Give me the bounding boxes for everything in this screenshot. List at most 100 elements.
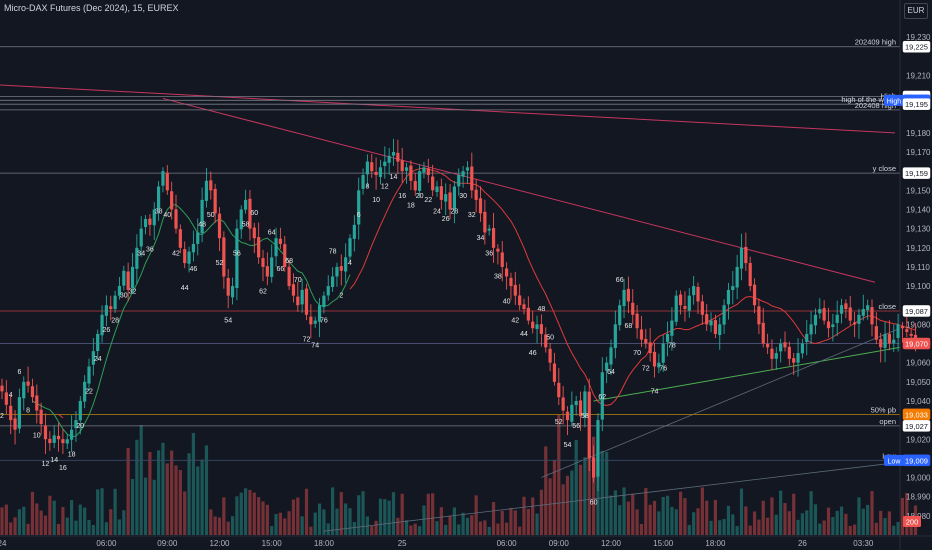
candle-body bbox=[509, 277, 513, 287]
bar-count-label: 72 bbox=[303, 337, 311, 344]
trendline-descending bbox=[162, 97, 876, 283]
candle-body bbox=[452, 186, 456, 209]
candle-body bbox=[96, 333, 100, 352]
candle-body bbox=[739, 247, 744, 269]
volume-bar bbox=[135, 439, 139, 535]
bar-count-label: 2 bbox=[339, 293, 343, 300]
candle-body bbox=[752, 284, 757, 306]
volume-bar bbox=[870, 490, 874, 535]
time-tick-label: 06:00 bbox=[497, 539, 518, 548]
candle-body bbox=[474, 189, 478, 200]
bar-count-label: 74 bbox=[311, 342, 319, 349]
candle-body bbox=[326, 286, 330, 296]
volume-bar bbox=[622, 487, 626, 535]
level-label: high of the week bbox=[841, 95, 896, 104]
bar-count-label: 16 bbox=[398, 193, 406, 200]
candle-body bbox=[783, 342, 787, 348]
bar-count-label: 18 bbox=[407, 203, 415, 210]
candle-body bbox=[274, 238, 278, 257]
candle-body bbox=[61, 439, 65, 444]
candle-body bbox=[122, 270, 126, 286]
volume-bar bbox=[230, 516, 235, 535]
candle-body bbox=[457, 175, 461, 187]
volume-bar bbox=[487, 526, 491, 535]
candle-body bbox=[387, 155, 391, 163]
candle-body bbox=[544, 334, 548, 348]
time-tick-label: 15:00 bbox=[262, 539, 283, 548]
candle-body bbox=[796, 353, 800, 363]
price-tick-label: 19,120 bbox=[906, 244, 931, 253]
volume-bar bbox=[396, 517, 400, 535]
volume-bar bbox=[491, 502, 496, 535]
volume-bar bbox=[613, 490, 617, 535]
candle-body bbox=[4, 392, 8, 405]
volume-bar bbox=[592, 436, 596, 535]
candle-body bbox=[600, 372, 604, 420]
price-tag-text: 19,009 bbox=[905, 456, 928, 465]
volume-bar bbox=[561, 484, 565, 535]
bar-count-label: 56 bbox=[233, 250, 241, 257]
candle-body bbox=[270, 257, 274, 277]
price-tag-text: 19,070 bbox=[905, 340, 928, 349]
candle-body bbox=[722, 305, 726, 325]
candle-body bbox=[418, 171, 422, 191]
volume-bar bbox=[4, 504, 8, 535]
candle-body bbox=[313, 320, 317, 324]
currency-selector[interactable]: EUR bbox=[904, 3, 928, 19]
bar-count-label: 28 bbox=[451, 208, 459, 215]
volume-bar bbox=[435, 521, 439, 535]
candle-body bbox=[587, 391, 591, 459]
bar-count-label: 40 bbox=[503, 298, 511, 305]
candle-body bbox=[117, 286, 122, 296]
candle-body bbox=[161, 171, 165, 186]
volume-bar bbox=[122, 510, 126, 535]
volume-bar bbox=[909, 525, 913, 535]
price-tick-label: 19,110 bbox=[906, 263, 930, 272]
candle-body bbox=[609, 347, 613, 365]
candle-body bbox=[39, 409, 43, 424]
candle-body bbox=[252, 227, 256, 239]
bar-count-label: 6 bbox=[357, 212, 361, 219]
volume-bar bbox=[609, 495, 613, 535]
candle-body bbox=[487, 228, 491, 231]
candle-body bbox=[22, 381, 26, 399]
candle-body bbox=[896, 324, 900, 338]
price-tag-text: 19,159 bbox=[905, 169, 928, 178]
candle-body bbox=[283, 244, 287, 267]
bar-count-label: 32 bbox=[468, 212, 476, 219]
bar-count-label: 22 bbox=[424, 197, 432, 204]
candle-body bbox=[235, 228, 239, 288]
candle-body bbox=[613, 324, 617, 348]
candle-body bbox=[209, 180, 213, 191]
volume-bar bbox=[287, 511, 291, 535]
volume-bar bbox=[744, 506, 748, 535]
volume-bar bbox=[661, 496, 665, 535]
candle-body bbox=[191, 243, 195, 253]
volume-bar bbox=[244, 488, 248, 535]
bar-count-label: 48 bbox=[538, 306, 546, 313]
volume-bar bbox=[204, 445, 209, 535]
volume-bar bbox=[800, 513, 804, 535]
volume-bar bbox=[766, 517, 770, 535]
volume-bar bbox=[413, 523, 417, 535]
moving-average-layer bbox=[32, 167, 916, 438]
price-tick-label: 19,230 bbox=[906, 33, 931, 42]
candle-body bbox=[526, 307, 530, 321]
candle-body bbox=[500, 252, 504, 267]
candle-body bbox=[13, 418, 17, 430]
volume-bar bbox=[183, 491, 187, 535]
trendline-support bbox=[593, 346, 901, 402]
candle-body bbox=[770, 348, 774, 359]
candle-body bbox=[800, 343, 804, 354]
volume-bar bbox=[478, 521, 483, 535]
volume-bar bbox=[322, 509, 326, 535]
volume-bar bbox=[892, 525, 896, 535]
candle-body bbox=[426, 168, 430, 176]
candle-body bbox=[766, 343, 770, 348]
volume-bar bbox=[404, 520, 409, 535]
candle-body bbox=[339, 266, 343, 271]
volume-bar bbox=[531, 497, 535, 535]
bar-count-label: 14 bbox=[390, 174, 398, 181]
candle-body bbox=[400, 160, 404, 172]
